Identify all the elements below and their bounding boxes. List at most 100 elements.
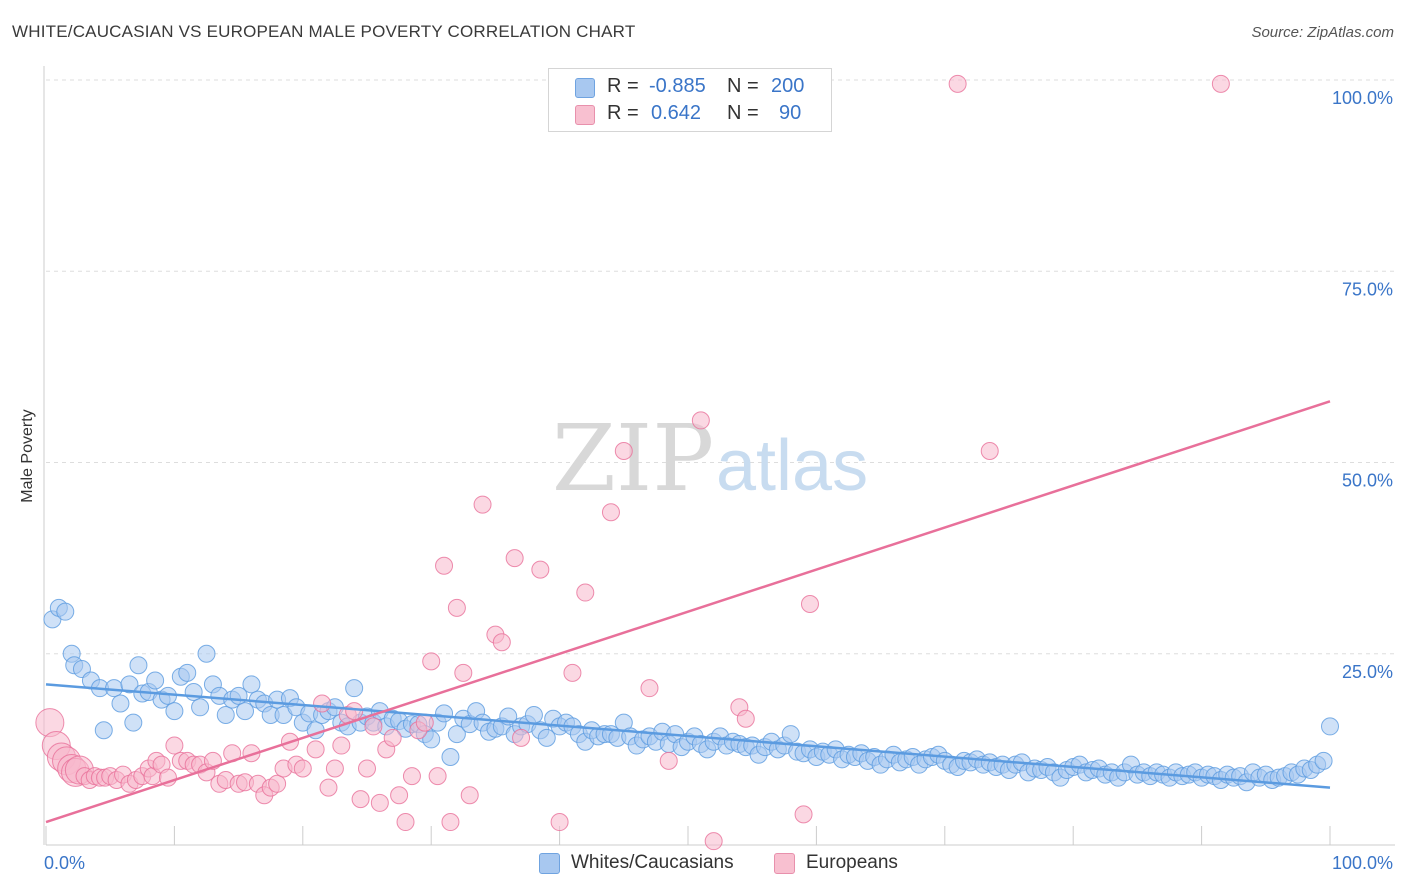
data-point — [332, 736, 351, 755]
watermark-atlas: atlas — [716, 426, 868, 506]
data-point — [165, 736, 184, 755]
data-point — [197, 644, 216, 663]
data-point — [306, 740, 325, 759]
data-point — [383, 728, 402, 747]
legend-r-label: R = — [607, 75, 639, 97]
chart-title: WHITE/CAUCASIAN VS EUROPEAN MALE POVERTY… — [12, 22, 636, 41]
data-point — [94, 721, 113, 740]
data-point — [800, 595, 819, 614]
data-point — [370, 793, 389, 812]
data-point — [428, 767, 447, 786]
y-tick-label: 25.0% — [1342, 662, 1393, 682]
legend-row-whites: R = -0.885 N = 200 — [549, 74, 831, 100]
data-point — [345, 679, 364, 698]
legend-n-label: N = — [727, 75, 759, 97]
data-point — [124, 713, 143, 732]
series-whites-caucasians — [43, 598, 1339, 792]
data-point — [492, 633, 511, 652]
data-point — [319, 778, 338, 797]
data-point — [531, 560, 550, 579]
watermark: ZIP atlas — [552, 405, 868, 512]
tick-labels: 25.0% 50.0% 75.0% 100.0% 0.0% 100.0% — [44, 88, 1393, 873]
trend-line — [45, 400, 1331, 824]
x-tick-label: 100.0% — [1332, 853, 1393, 873]
data-point — [691, 411, 710, 430]
data-point — [576, 583, 595, 602]
data-point — [293, 759, 312, 778]
legend-n-label: N = — [727, 102, 759, 124]
data-point — [781, 725, 800, 744]
legend-swatch-europeans — [575, 105, 595, 125]
data-point — [364, 717, 383, 736]
legend-r-value: 0.642 — [651, 102, 702, 124]
data-point — [129, 656, 148, 675]
legend-row-europeans: R = 0.642 N = 90 — [549, 101, 831, 127]
data-point — [345, 702, 364, 721]
data-point — [178, 663, 197, 682]
data-point — [435, 704, 454, 723]
x-tick-label: 0.0% — [44, 853, 85, 873]
data-point — [146, 671, 165, 690]
data-point — [454, 663, 473, 682]
data-point — [216, 705, 235, 724]
data-point — [460, 786, 479, 805]
data-point — [512, 728, 531, 747]
data-point — [1321, 717, 1339, 736]
data-point — [794, 805, 813, 824]
bottom-legend-label-europeans: Europeans — [806, 852, 898, 873]
data-point — [325, 759, 344, 778]
data-point — [524, 705, 543, 724]
data-point — [736, 709, 755, 728]
data-point — [396, 813, 415, 832]
data-point — [236, 702, 255, 721]
legend-n-value: 90 — [779, 102, 802, 124]
data-point — [473, 495, 492, 514]
data-point — [415, 713, 434, 732]
data-point — [563, 663, 582, 682]
data-point — [980, 442, 999, 461]
data-point — [56, 602, 75, 621]
data-point — [191, 698, 210, 717]
data-point — [111, 694, 130, 713]
legend-swatch-whites — [575, 78, 595, 98]
data-point — [402, 767, 421, 786]
data-point — [351, 790, 370, 809]
watermark-zip: ZIP — [552, 405, 714, 512]
data-point — [550, 813, 569, 832]
bottom-legend-swatch-europeans — [774, 853, 795, 874]
data-point — [268, 774, 287, 793]
data-point — [441, 748, 460, 767]
data-point — [390, 786, 409, 805]
data-point — [441, 813, 460, 832]
legend-n-value: 200 — [771, 75, 805, 97]
data-point — [704, 832, 723, 851]
data-point — [313, 694, 332, 713]
data-point — [165, 702, 184, 721]
data-point — [1314, 751, 1333, 770]
bottom-legend-swatch-whites — [539, 853, 560, 874]
trend-line — [45, 683, 1331, 789]
data-point — [614, 442, 633, 461]
data-point — [601, 503, 620, 522]
y-tick-label: 50.0% — [1342, 471, 1393, 491]
legend-r-value: -0.885 — [649, 75, 706, 97]
data-point — [948, 74, 967, 93]
data-point — [358, 759, 376, 778]
y-tick-label: 100.0% — [1332, 88, 1393, 108]
data-point — [120, 675, 139, 694]
data-point — [505, 549, 524, 568]
bottom-legend-label-whites: Whites/Caucasians — [571, 852, 734, 873]
chart-source: Source: ZipAtlas.com — [1251, 24, 1394, 41]
correlation-legend: R = -0.885 N = 200 R = 0.642 N = 90 — [548, 68, 832, 132]
data-point — [537, 728, 556, 747]
data-point — [422, 652, 441, 671]
data-point — [242, 675, 261, 694]
data-point — [447, 725, 466, 744]
y-tick-label: 75.0% — [1342, 279, 1393, 299]
data-point — [640, 679, 659, 698]
grid-layer — [46, 79, 1395, 655]
data-point — [1211, 74, 1230, 93]
trend-lines — [45, 400, 1331, 824]
data-point — [659, 751, 678, 770]
